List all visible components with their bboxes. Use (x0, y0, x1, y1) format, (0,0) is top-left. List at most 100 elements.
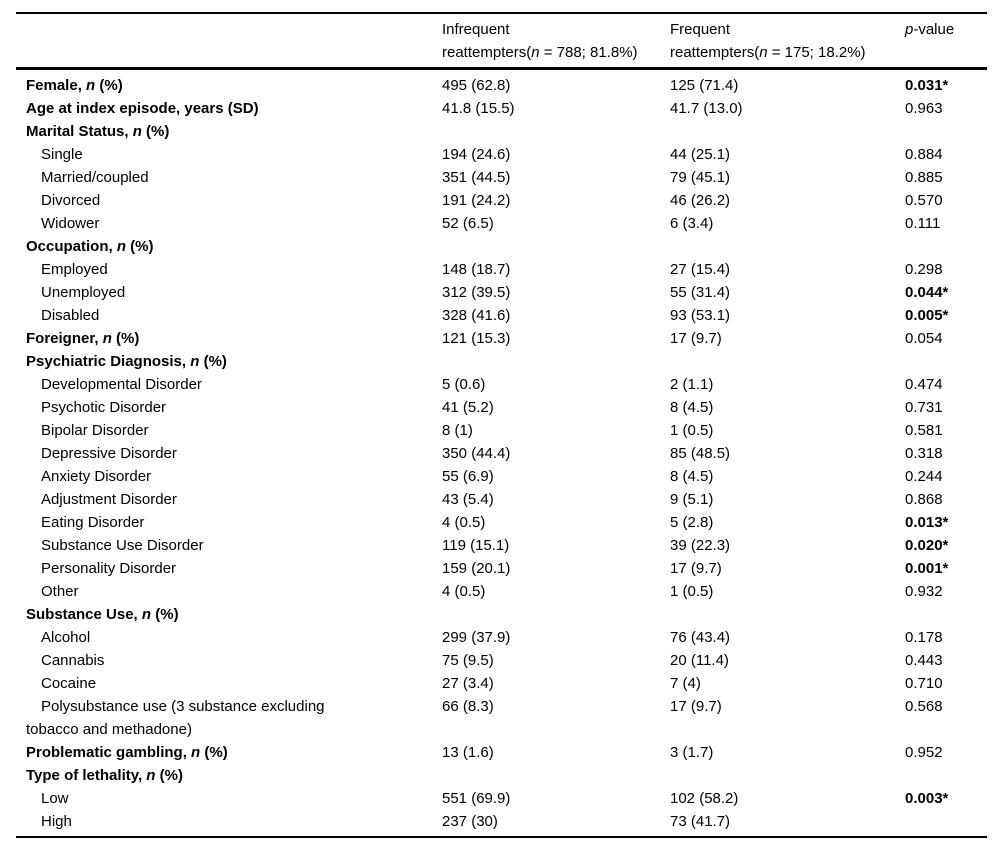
p-value: 0.244 (905, 468, 943, 485)
frequent-value: 7 (4) (670, 675, 701, 692)
infrequent-value (442, 120, 670, 143)
infrequent-value: 43 (5.4) (442, 491, 494, 508)
text: Developmental Disorder (41, 376, 202, 393)
row-label: Unemployed (16, 281, 442, 304)
p-value: 0.003* (905, 790, 949, 807)
text: Marital Status, (26, 123, 133, 140)
p-value: 0.013* (905, 514, 949, 531)
frequent-value: 17 (9.7) (670, 698, 722, 715)
text: Age at index episode, years (SD) (26, 100, 259, 117)
row-label: Cocaine (16, 672, 442, 695)
frequent-value: 9 (5.1) (670, 491, 714, 508)
row-label: Substance Use, n (%) (16, 603, 442, 626)
table-row-anxiety-disorder: Anxiety Disorder 55 (6.9) 8 (4.5) 0.244 (16, 465, 987, 488)
table-row-widower: Widower 52 (6.5) 6 (3.4) 0.111 (16, 212, 987, 235)
text: Substance Use, (26, 606, 142, 623)
frequent-value: 46 (26.2) (670, 192, 731, 209)
text: tobacco and methadone) (26, 721, 192, 738)
frequent-value: 8 (4.5) (670, 468, 714, 485)
p-value: 0.031* (905, 77, 949, 94)
p-value (905, 235, 987, 258)
row-label: Bipolar Disorder (16, 419, 442, 442)
p-value: 0.963 (905, 100, 943, 117)
text: Cocaine (41, 675, 97, 692)
row-label: Personality Disorder (16, 557, 442, 580)
p-value (905, 603, 987, 626)
frequent-value: 73 (41.7) (670, 813, 731, 830)
frequent-value: 125 (71.4) (670, 77, 739, 94)
row-label: Adjustment Disorder (16, 488, 442, 511)
text: Personality Disorder (41, 560, 177, 577)
table-row-age-at-index-episode: Age at index episode, years (SD) 41.8 (15… (16, 97, 987, 120)
text: Adjustment Disorder (41, 491, 177, 508)
table-row-marital-status: Marital Status, n (%) (16, 120, 987, 143)
p-value: 0.885 (905, 169, 943, 186)
p-value: 0.298 (905, 261, 943, 278)
row-label: Widower (16, 212, 442, 235)
italic-text: n (531, 44, 540, 61)
table-row-lethality-low: Low 551 (69.9) 102 (58.2) 0.003* (16, 787, 987, 810)
text: reattempters( (670, 44, 760, 61)
p-value: 0.952 (905, 744, 943, 761)
frequent-value: 1 (0.5) (670, 583, 714, 600)
table-row-polysubstance-use: Polysubstance use (3 substance excluding… (16, 695, 987, 741)
text: (%) (141, 123, 170, 140)
p-value: 0.731 (905, 399, 943, 416)
table-row-other-disorder: Other 4 (0.5) 1 (0.5) 0.932 (16, 580, 987, 603)
table-row-adjustment-disorder: Adjustment Disorder 43 (5.4) 9 (5.1) 0.868 (16, 488, 987, 511)
italic-text: n (759, 44, 768, 61)
header-row: Infrequent reattempters(n = 788; 81.8%) F… (16, 12, 987, 70)
frequent-value (670, 235, 905, 258)
p-value (905, 120, 987, 143)
infrequent-value: 41 (5.2) (442, 399, 494, 416)
frequent-value: 76 (43.4) (670, 629, 731, 646)
infrequent-value (442, 350, 670, 373)
table-row-depressive-disorder: Depressive Disorder 350 (44.4) 85 (48.5) 0.… (16, 442, 987, 465)
row-label: Anxiety Disorder (16, 465, 442, 488)
text: Problematic gambling, (26, 744, 192, 761)
p-value: 0.178 (905, 629, 943, 646)
text: Eating Disorder (41, 514, 145, 531)
text: Other (41, 583, 79, 600)
italic-text: n (191, 744, 201, 761)
frequent-value: 17 (9.7) (670, 560, 722, 577)
table-row-cocaine: Cocaine 27 (3.4) 7 (4) 0.710 (16, 672, 987, 695)
table-row-married-coupled: Married/coupled 351 (44.5) 79 (45.1) 0.885 (16, 166, 987, 189)
text: = 788; 81.8%) (539, 44, 638, 61)
infrequent-value: 66 (8.3) (442, 698, 494, 715)
frequent-value: 93 (53.1) (670, 307, 731, 324)
row-label: Alcohol (16, 626, 442, 649)
infrequent-value (442, 603, 670, 626)
text: Married/coupled (41, 169, 149, 186)
table-row-substance-use: Substance Use, n (%) (16, 603, 987, 626)
p-value: 0.868 (905, 491, 943, 508)
text: (%) (111, 330, 140, 347)
frequent-value (670, 603, 905, 626)
table-row-female: Female, n (%) 495 (62.8) 125 (71.4) 0.031* (16, 69, 987, 98)
infrequent-value: 328 (41.6) (442, 307, 511, 324)
table-row-unemployed: Unemployed 312 (39.5) 55 (31.4) 0.044* (16, 281, 987, 304)
p-value: 0.570 (905, 192, 943, 209)
infrequent-value: 52 (6.5) (442, 215, 494, 232)
p-value: 0.443 (905, 652, 943, 669)
table-row-developmental-disorder: Developmental Disorder 5 (0.6) 2 (1.1) 0.47… (16, 373, 987, 396)
frequent-value: 44 (25.1) (670, 146, 731, 163)
text: (%) (200, 744, 228, 761)
text: Employed (41, 261, 108, 278)
p-value: 0.710 (905, 675, 943, 692)
infrequent-value: 495 (62.8) (442, 77, 511, 94)
p-value (905, 810, 987, 837)
table-header: Infrequent reattempters(n = 788; 81.8%) F… (16, 12, 987, 70)
infrequent-value: 119 (15.1) (442, 537, 510, 554)
row-label: Psychiatric Diagnosis, n (%) (16, 350, 442, 373)
frequent-value: 8 (4.5) (670, 399, 714, 416)
frequent-value: 17 (9.7) (670, 330, 722, 347)
row-label: Eating Disorder (16, 511, 442, 534)
infrequent-value: 312 (39.5) (442, 284, 511, 301)
p-value: 0.581 (905, 422, 943, 439)
p-value: 0.111 (905, 215, 941, 232)
text: (%) (199, 353, 227, 370)
text: Cannabis (41, 652, 105, 669)
p-value: 0.474 (905, 376, 943, 393)
text: (%) (155, 767, 183, 784)
